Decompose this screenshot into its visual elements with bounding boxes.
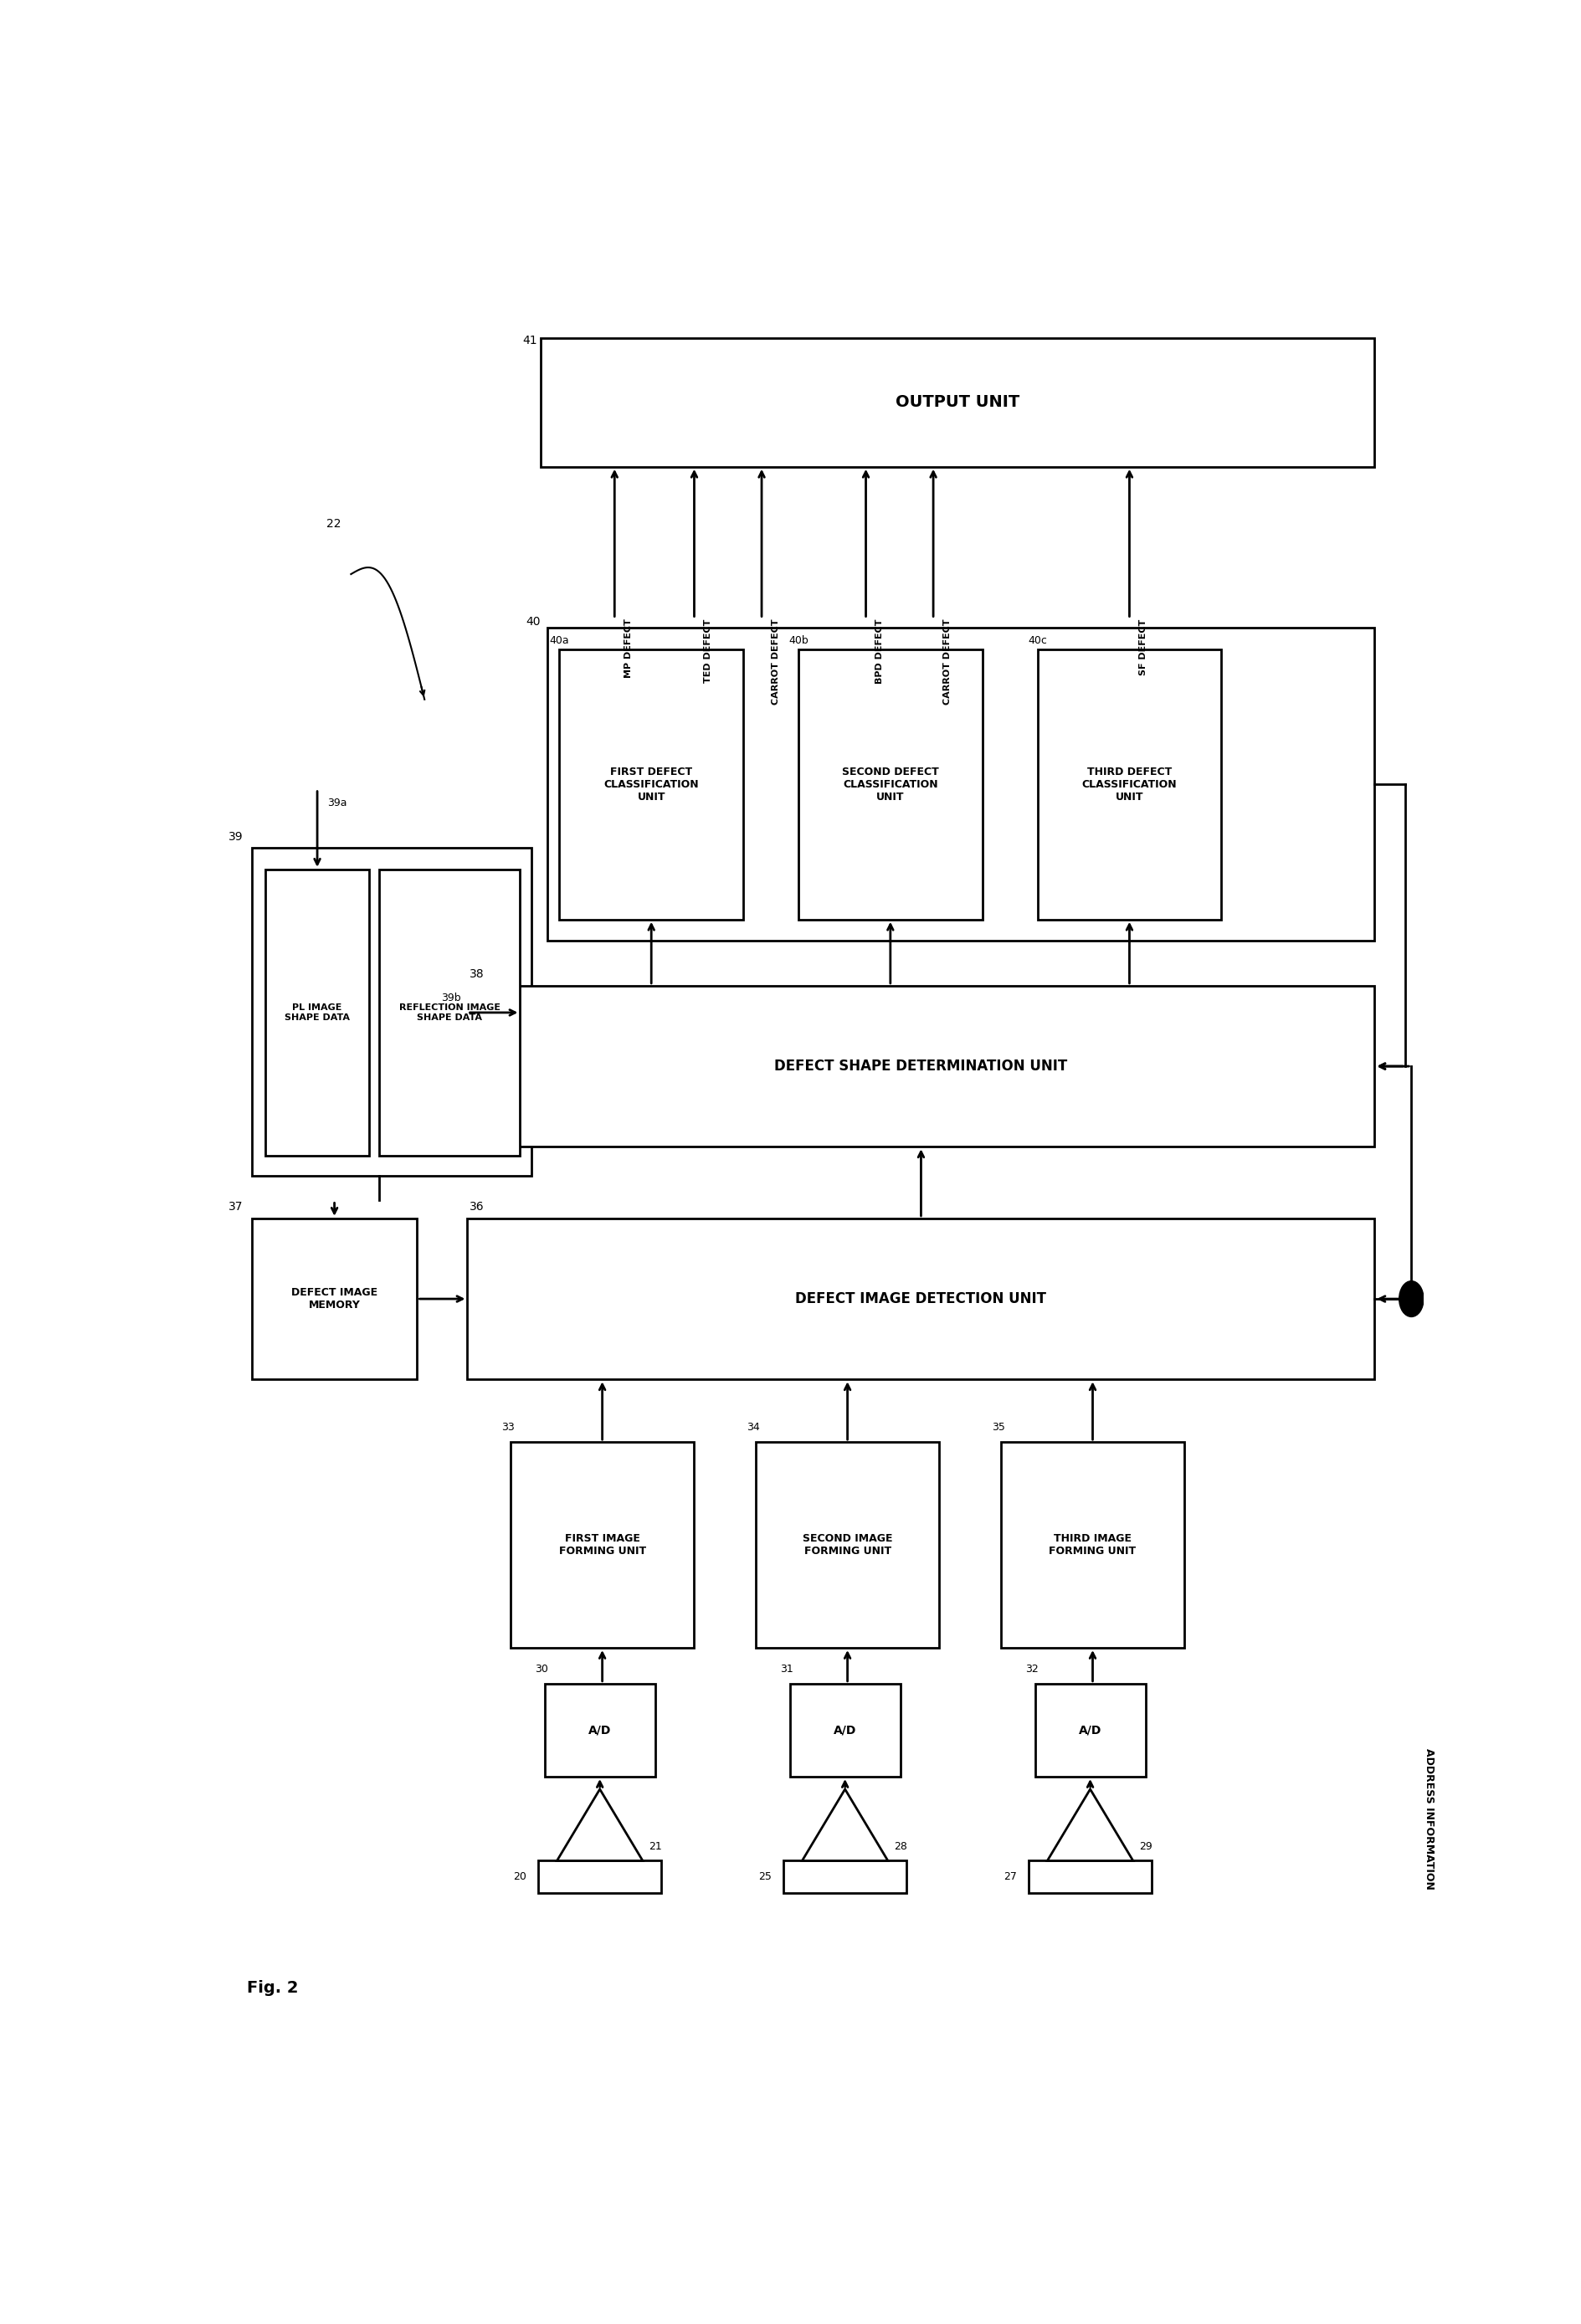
FancyBboxPatch shape <box>756 1441 939 1648</box>
FancyBboxPatch shape <box>468 985 1374 1146</box>
Text: 25: 25 <box>757 1871 772 1882</box>
Text: 30: 30 <box>534 1664 549 1676</box>
FancyBboxPatch shape <box>511 1441 694 1648</box>
Text: DEFECT IMAGE
MEMORY: DEFECT IMAGE MEMORY <box>291 1287 378 1311</box>
Text: THIRD IMAGE
FORMING UNIT: THIRD IMAGE FORMING UNIT <box>1048 1534 1135 1557</box>
FancyBboxPatch shape <box>266 869 368 1155</box>
FancyBboxPatch shape <box>1001 1441 1184 1648</box>
FancyBboxPatch shape <box>1034 1683 1145 1776</box>
Text: FIRST IMAGE
FORMING UNIT: FIRST IMAGE FORMING UNIT <box>558 1534 645 1557</box>
Text: 27: 27 <box>1002 1871 1017 1882</box>
Text: 39: 39 <box>228 832 243 844</box>
Text: 22: 22 <box>326 518 341 530</box>
Text: A/D: A/D <box>833 1724 855 1736</box>
Text: SECOND IMAGE
FORMING UNIT: SECOND IMAGE FORMING UNIT <box>802 1534 892 1557</box>
Text: OUTPUT UNIT: OUTPUT UNIT <box>895 395 1020 411</box>
Circle shape <box>1398 1281 1423 1318</box>
Text: CARROT DEFECT: CARROT DEFECT <box>772 618 779 704</box>
Text: THIRD DEFECT
CLASSIFICATION
UNIT: THIRD DEFECT CLASSIFICATION UNIT <box>1081 767 1176 802</box>
FancyBboxPatch shape <box>251 1218 417 1380</box>
FancyBboxPatch shape <box>560 648 743 920</box>
FancyBboxPatch shape <box>541 337 1374 467</box>
Text: 32: 32 <box>1024 1664 1037 1676</box>
Text: FIRST DEFECT
CLASSIFICATION
UNIT: FIRST DEFECT CLASSIFICATION UNIT <box>604 767 699 802</box>
Text: 40b: 40b <box>789 634 808 646</box>
Text: 41: 41 <box>522 335 538 346</box>
FancyBboxPatch shape <box>1028 1862 1151 1894</box>
Text: DEFECT SHAPE DETERMINATION UNIT: DEFECT SHAPE DETERMINATION UNIT <box>775 1060 1067 1074</box>
FancyBboxPatch shape <box>538 1862 661 1894</box>
Text: 36: 36 <box>470 1202 484 1213</box>
FancyBboxPatch shape <box>1037 648 1221 920</box>
Text: CARROT DEFECT: CARROT DEFECT <box>942 618 950 704</box>
Text: 37: 37 <box>228 1202 243 1213</box>
Text: 35: 35 <box>991 1422 1006 1434</box>
Text: 21: 21 <box>648 1841 662 1852</box>
FancyBboxPatch shape <box>798 648 982 920</box>
Text: 28: 28 <box>893 1841 907 1852</box>
Text: A/D: A/D <box>588 1724 610 1736</box>
Text: 29: 29 <box>1138 1841 1153 1852</box>
Text: 39a: 39a <box>327 797 346 809</box>
Text: DEFECT IMAGE DETECTION UNIT: DEFECT IMAGE DETECTION UNIT <box>795 1292 1047 1306</box>
Text: SECOND DEFECT
CLASSIFICATION
UNIT: SECOND DEFECT CLASSIFICATION UNIT <box>841 767 938 802</box>
FancyBboxPatch shape <box>379 869 520 1155</box>
Text: 40a: 40a <box>549 634 569 646</box>
Text: 40: 40 <box>526 616 541 627</box>
Text: BPD DEFECT: BPD DEFECT <box>876 618 884 683</box>
Text: 40c: 40c <box>1028 634 1047 646</box>
Text: PL IMAGE
SHAPE DATA: PL IMAGE SHAPE DATA <box>285 1004 349 1023</box>
FancyBboxPatch shape <box>547 627 1374 941</box>
Text: 20: 20 <box>512 1871 526 1882</box>
Polygon shape <box>1047 1789 1132 1862</box>
Text: 38: 38 <box>470 969 484 981</box>
FancyBboxPatch shape <box>544 1683 655 1776</box>
Text: 31: 31 <box>779 1664 792 1676</box>
FancyBboxPatch shape <box>783 1862 906 1894</box>
Text: ADDRESS INFORMATION: ADDRESS INFORMATION <box>1423 1748 1434 1889</box>
Text: Fig. 2: Fig. 2 <box>247 1980 299 1996</box>
Text: 33: 33 <box>501 1422 515 1434</box>
Text: 39b: 39b <box>441 992 462 1004</box>
Text: REFLECTION IMAGE
SHAPE DATA: REFLECTION IMAGE SHAPE DATA <box>398 1004 500 1023</box>
Polygon shape <box>802 1789 887 1862</box>
Polygon shape <box>557 1789 642 1862</box>
Text: A/D: A/D <box>1078 1724 1100 1736</box>
FancyBboxPatch shape <box>468 1218 1374 1380</box>
Text: TED DEFECT: TED DEFECT <box>704 618 711 683</box>
Text: 34: 34 <box>746 1422 760 1434</box>
FancyBboxPatch shape <box>789 1683 900 1776</box>
Text: SF DEFECT: SF DEFECT <box>1138 618 1146 676</box>
Text: MP DEFECT: MP DEFECT <box>624 618 632 679</box>
